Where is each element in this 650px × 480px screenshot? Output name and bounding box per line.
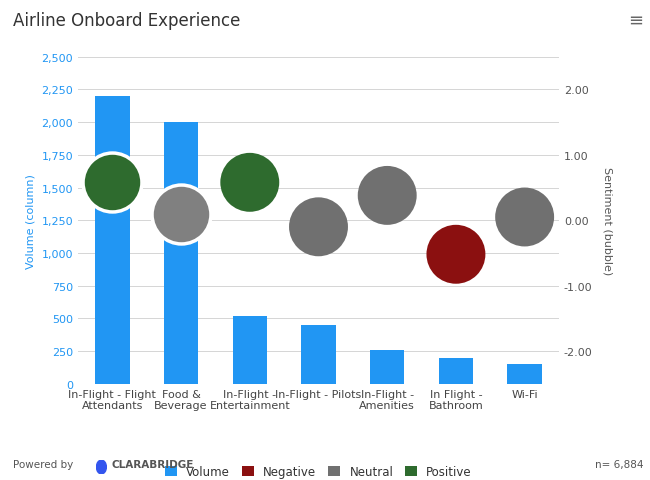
Text: ≡: ≡ xyxy=(629,12,644,30)
Point xyxy=(519,214,530,221)
Point xyxy=(313,224,324,231)
Point xyxy=(382,192,393,200)
Text: CLARABRIDGE: CLARABRIDGE xyxy=(112,459,194,469)
Point xyxy=(450,251,461,259)
Y-axis label: Sentiment (bubble): Sentiment (bubble) xyxy=(602,167,612,275)
Bar xyxy=(370,350,404,384)
Bar xyxy=(302,325,335,384)
Bar xyxy=(233,316,267,384)
Legend: Volume, Negative, Neutral, Positive: Volume, Negative, Neutral, Positive xyxy=(161,460,476,480)
Text: Powered by: Powered by xyxy=(13,459,73,469)
Point xyxy=(244,179,255,187)
Y-axis label: Volume (column): Volume (column) xyxy=(26,173,36,268)
Point xyxy=(107,179,118,187)
Bar xyxy=(439,358,473,384)
Point xyxy=(176,210,187,218)
Text: Airline Onboard Experience: Airline Onboard Experience xyxy=(13,12,240,30)
Bar xyxy=(95,97,129,384)
Text: n= 6,884: n= 6,884 xyxy=(595,459,644,469)
Bar xyxy=(508,364,542,384)
Circle shape xyxy=(96,460,107,474)
Bar xyxy=(164,123,198,384)
